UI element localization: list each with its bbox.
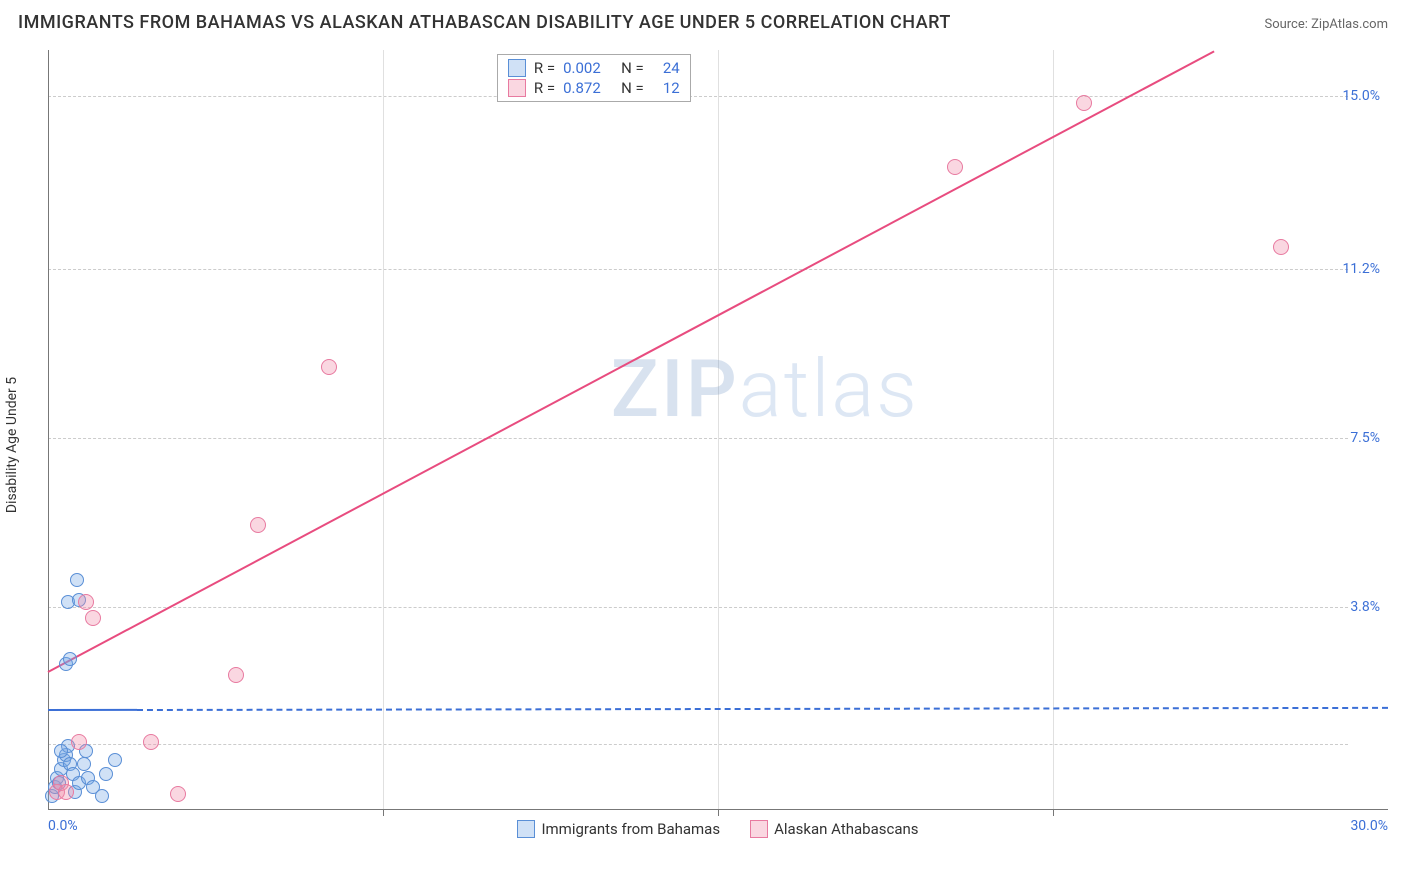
legend-row: R = 0.872 N = 12 [508, 79, 680, 97]
legend-row: R = 0.002 N = 24 [508, 59, 680, 77]
legend-n-label: N = [621, 59, 644, 77]
legend-r-label: R = [534, 59, 555, 77]
legend-swatch [508, 79, 526, 97]
y-tick-label: 15.0% [1342, 88, 1380, 104]
y-axis-label: Disability Age Under 5 [2, 50, 22, 840]
y-tick-label: 11.2% [1342, 261, 1380, 277]
legend-swatch [508, 59, 526, 77]
y-tick-label: 7.5% [1350, 430, 1380, 446]
scatter-point [95, 789, 109, 803]
x-tick [383, 810, 384, 816]
legend-swatch [750, 820, 768, 838]
chart-title: IMMIGRANTS FROM BAHAMAS VS ALASKAN ATHAB… [18, 12, 951, 33]
x-axis [48, 809, 1388, 810]
gridline-h [48, 744, 1348, 745]
gridline-v [718, 50, 719, 810]
chart-header: IMMIGRANTS FROM BAHAMAS VS ALASKAN ATHAB… [18, 12, 1388, 33]
x-tick [1053, 810, 1054, 816]
legend-swatch [517, 820, 535, 838]
scatter-point [58, 784, 74, 800]
legend-r-label: R = [534, 79, 555, 97]
legend-r-value: 0.872 [563, 79, 613, 97]
trend-line-solid [48, 50, 1215, 672]
scatter-point [78, 594, 94, 610]
trend-line-dashed [137, 707, 1388, 711]
scatter-point [947, 159, 963, 175]
legend-series: Immigrants from Bahamas Alaskan Athabasca… [48, 820, 1388, 838]
trend-line-solid [48, 709, 137, 711]
legend-stats: R = 0.002 N = 24 R = 0.872 N = 12 [497, 54, 691, 102]
scatter-point [63, 652, 77, 666]
scatter-point [321, 359, 337, 375]
legend-label: Alaskan Athabascans [774, 820, 918, 838]
scatter-point [85, 610, 101, 626]
scatter-point [1076, 95, 1092, 111]
y-axis [48, 50, 49, 810]
y-tick-label: 3.8% [1350, 599, 1380, 615]
gridline-h [48, 269, 1348, 270]
scatter-plot: 3.8%7.5%11.2%15.0%0.0%30.0%ZIPatlasR =0.… [48, 50, 1388, 840]
scatter-point [77, 757, 91, 771]
watermark: ZIPatlas [611, 342, 919, 436]
scatter-point [228, 667, 244, 683]
gridline-h [48, 607, 1348, 608]
legend-item: Alaskan Athabascans [750, 820, 918, 838]
x-tick [718, 810, 719, 816]
chart-area: 3.8%7.5%11.2%15.0%0.0%30.0%ZIPatlasR =0.… [48, 50, 1388, 840]
gridline-h [48, 438, 1348, 439]
legend-r-value: 0.002 [563, 59, 613, 77]
scatter-point [143, 734, 159, 750]
scatter-point [1273, 239, 1289, 255]
scatter-point [70, 573, 84, 587]
gridline-v [383, 50, 384, 810]
legend-n-label: N = [621, 79, 644, 97]
scatter-point [54, 744, 68, 758]
scatter-point [250, 517, 266, 533]
scatter-point [99, 767, 113, 781]
legend-item: Immigrants from Bahamas [517, 820, 720, 838]
legend-label: Immigrants from Bahamas [541, 820, 720, 838]
gridline-v [1053, 50, 1054, 810]
scatter-point [108, 753, 122, 767]
scatter-point [71, 734, 87, 750]
legend-n-value: 12 [652, 79, 680, 97]
legend-n-value: 24 [652, 59, 680, 77]
gridline-h [48, 96, 1348, 97]
chart-source: Source: ZipAtlas.com [1264, 17, 1388, 32]
scatter-point [170, 786, 186, 802]
